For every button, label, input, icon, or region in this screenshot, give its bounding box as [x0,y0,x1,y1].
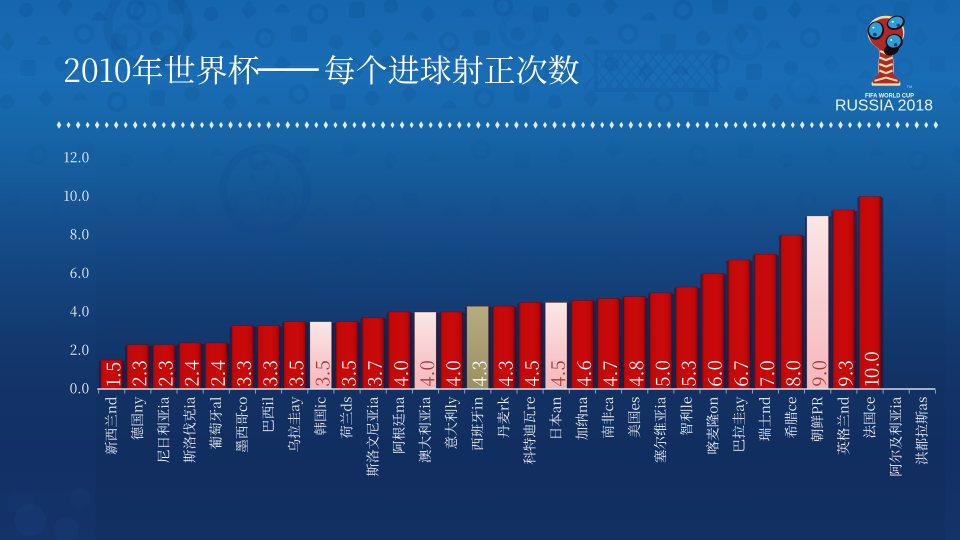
svg-text:TM: TM [907,84,913,89]
svg-text:FIFA WORLD CUP: FIFA WORLD CUP [865,92,914,99]
svg-text:RUSSIA 2018: RUSSIA 2018 [835,97,933,114]
